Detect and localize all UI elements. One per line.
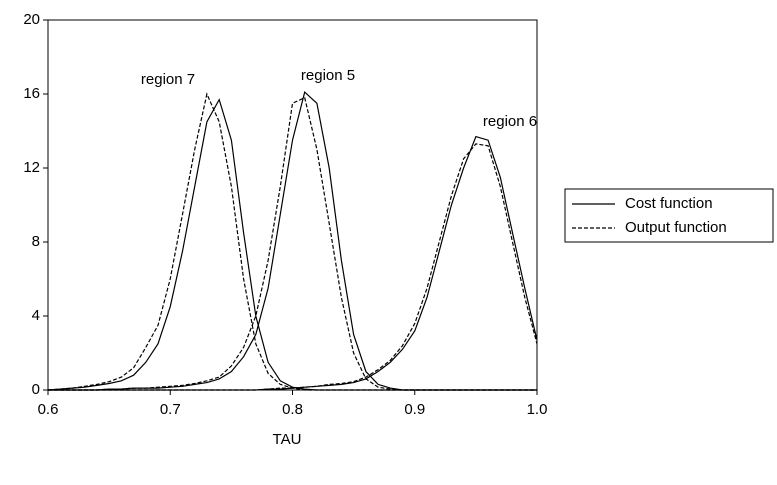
legend-box: [564, 188, 774, 243]
y-tick-label: 4: [32, 307, 40, 324]
x-tick-label: 0.8: [282, 401, 303, 418]
annotation: region 5: [301, 67, 355, 84]
y-tick-label: 16: [23, 85, 40, 102]
curve: [48, 135, 538, 391]
x-axis-label: TAU: [273, 431, 302, 448]
y-tick-label: 12: [23, 159, 40, 176]
curve: [48, 143, 538, 391]
y-tick-label: 20: [23, 11, 40, 28]
x-tick-label: 0.7: [160, 401, 181, 418]
x-tick-label: 1.0: [527, 401, 548, 418]
curve: [48, 96, 537, 391]
y-tick-label: 0: [32, 381, 40, 398]
legend-label: Cost function: [625, 195, 713, 212]
x-tick-label: 0.9: [404, 401, 425, 418]
annotation: region 6: [483, 113, 537, 130]
plot-frame: [47, 19, 538, 391]
y-tick-label: 8: [32, 233, 40, 250]
legend-label: Output function: [625, 219, 727, 236]
curve: [48, 90, 537, 391]
x-tick-label: 0.6: [38, 401, 59, 418]
annotation: region 7: [141, 71, 195, 88]
